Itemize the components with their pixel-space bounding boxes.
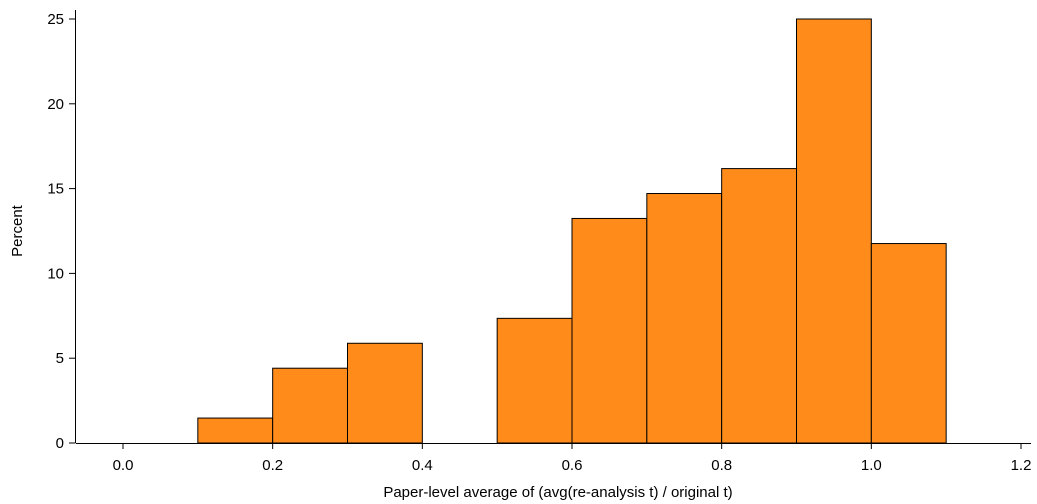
histogram-bar-5	[646, 193, 723, 444]
histogram-bar-6	[721, 168, 798, 444]
histogram-bar-7	[796, 18, 872, 444]
histogram-bar-3	[496, 317, 573, 444]
histogram-bar-0	[197, 417, 274, 444]
y-tick-label-4: 20	[47, 96, 64, 113]
histogram-bar-8	[870, 243, 947, 444]
x-axis-ticks: 0.0 0.2 0.4 0.6 0.8 1.0 1.2	[113, 443, 1032, 474]
bars-group	[197, 18, 947, 444]
histogram-bar-1	[272, 367, 348, 444]
x-tick-label-5: 1.0	[861, 457, 882, 474]
y-tick-label-5: 25	[47, 11, 64, 28]
x-tick-label-3: 0.6	[562, 457, 583, 474]
x-tick-label-6: 1.2	[1011, 457, 1032, 474]
x-tick-label-2: 0.4	[412, 457, 433, 474]
x-tick-label-4: 0.8	[711, 457, 732, 474]
histogram-bar-2	[347, 342, 423, 444]
y-tick-label-2: 10	[47, 265, 64, 282]
y-axis-title: Percent	[9, 204, 26, 257]
y-tick-label-3: 15	[47, 181, 64, 198]
x-tick-label-1: 0.2	[262, 457, 283, 474]
x-axis-title: Paper-level average of (avg(re-analysis …	[383, 484, 732, 501]
x-tick-label-0: 0.0	[113, 457, 134, 474]
y-tick-label-0: 0	[56, 435, 64, 452]
y-tick-label-1: 5	[56, 350, 64, 367]
histogram-bar-4	[571, 217, 648, 444]
y-axis-ticks: 0 5 10 15 20 25	[47, 11, 76, 452]
